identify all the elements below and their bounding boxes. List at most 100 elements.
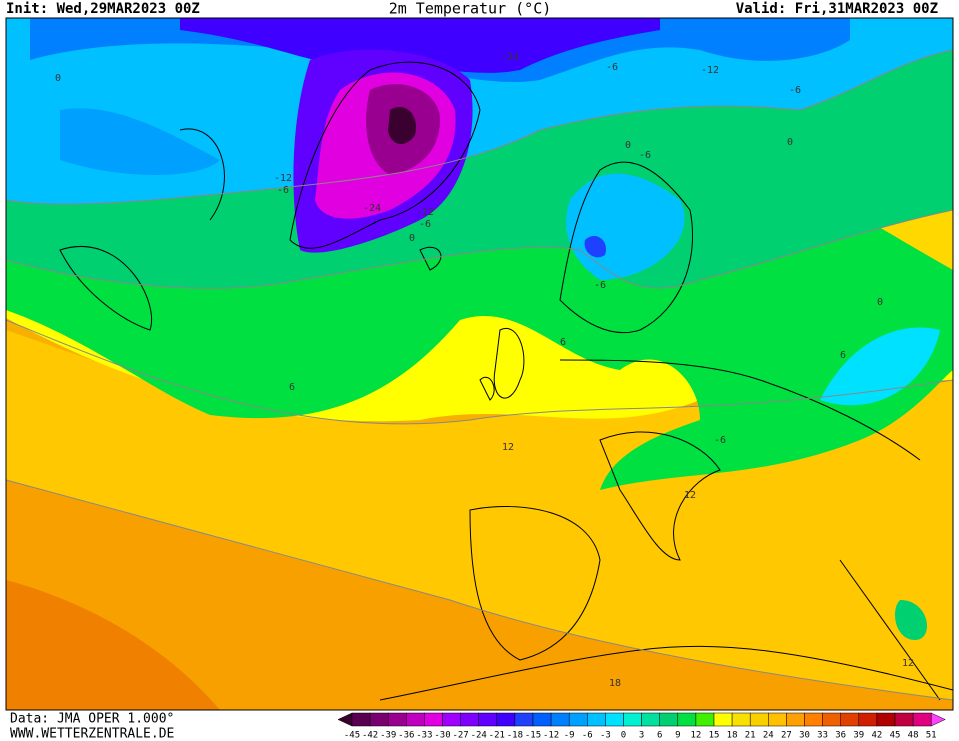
- contour-label: -12: [416, 207, 434, 218]
- contour-label: 12: [502, 442, 514, 453]
- contour-label: -12: [701, 65, 719, 76]
- legend-label: 42: [871, 731, 882, 741]
- legend-swatch: [894, 712, 914, 727]
- legend-swatch: [514, 712, 534, 727]
- legend-label: -3: [600, 731, 611, 741]
- legend-swatch: [641, 712, 660, 727]
- legend-swatch: [568, 712, 588, 727]
- valid-time: Valid: Fri,31MAR2023 00Z: [736, 1, 938, 17]
- contour-label: 6: [840, 350, 846, 361]
- legend-swatch: [659, 712, 679, 727]
- legend-label: 12: [690, 731, 701, 741]
- color-legend: -45 -42 -39 -36 -33 -30 -27 -24 -21 -18 -15 -12 -9 -6…: [337, 712, 946, 741]
- legend-swatch: [695, 712, 715, 727]
- contour-label: -6: [639, 150, 651, 161]
- legend-label: 9: [675, 731, 680, 741]
- legend-swatch: [768, 712, 787, 727]
- legend-label: 45: [890, 731, 901, 741]
- contour-label: -6: [594, 280, 606, 291]
- legend-label: 27: [781, 731, 792, 741]
- contour-label: -6: [419, 219, 431, 230]
- legend-label: -18: [507, 731, 523, 741]
- legend-swatch: [840, 712, 860, 727]
- map-title: 2m Temperatur (°C): [389, 0, 552, 18]
- legend-label: 48: [908, 731, 919, 741]
- contour-labels: 0-24-6 -12-60-12-6-24 -12-600-6-6606612121…: [55, 52, 914, 689]
- legend-swatch: [587, 712, 606, 727]
- legend-swatch: [912, 712, 932, 727]
- contour-label: 12: [684, 490, 696, 501]
- legend-swatch: [478, 712, 498, 727]
- legend-label: -9: [564, 731, 575, 741]
- contour-label: -24: [501, 52, 519, 63]
- legend-label: 33: [817, 731, 828, 741]
- website: WWW.WETTERZENTRALE.DE: [10, 727, 174, 741]
- legend-swatch: [442, 712, 461, 727]
- legend-swatch: [677, 712, 697, 727]
- map-frame: [5, 17, 954, 711]
- contour-label: -6: [277, 185, 289, 196]
- legend-label: 24: [763, 731, 774, 741]
- legend-label: -42: [362, 731, 378, 741]
- legend-swatch: [532, 712, 552, 727]
- contour-label: 18: [609, 678, 621, 689]
- legend-swatch: [786, 712, 805, 727]
- legend-swatch: [713, 712, 733, 727]
- contour-label: 6: [560, 337, 566, 348]
- legend-label: -21: [489, 731, 505, 741]
- legend-swatch: [406, 712, 425, 727]
- contour-label: 0: [877, 297, 883, 308]
- data-source: Data: JMA OPER 1.000°: [10, 712, 174, 727]
- legend-swatch: [822, 712, 841, 727]
- legend-swatch: [387, 712, 407, 727]
- contour-label: 6: [289, 382, 295, 393]
- legend-label: 6: [657, 731, 662, 741]
- legend-label: 0: [621, 731, 626, 741]
- legend-label: -45: [344, 731, 360, 741]
- init-time: Init: Wed,29MAR2023 00Z: [6, 1, 200, 17]
- contour-label: -6: [789, 85, 801, 96]
- legend-swatch: [876, 712, 896, 727]
- legend-label: 51: [926, 731, 937, 741]
- legend-label: -15: [525, 731, 541, 741]
- legend-swatch: [804, 712, 823, 727]
- legend-swatch: [369, 712, 389, 727]
- legend-label: 3: [639, 731, 644, 741]
- legend-label: -24: [471, 731, 487, 741]
- legend-label: -39: [380, 731, 396, 741]
- legend-swatch: [424, 712, 443, 727]
- legend-label: -12: [543, 731, 559, 741]
- legend-label: 15: [709, 731, 720, 741]
- legend-label: -6: [582, 731, 593, 741]
- legend-swatch: [550, 712, 570, 727]
- legend-label: -27: [452, 731, 468, 741]
- contour-label: 12: [902, 658, 914, 669]
- legend-label: 18: [727, 731, 738, 741]
- contour-label: 0: [787, 137, 793, 148]
- legend-label: 39: [853, 731, 864, 741]
- contour-label: -6: [714, 435, 726, 446]
- legend-swatch: [460, 712, 479, 727]
- legend-swatch: [858, 712, 878, 727]
- legend-label: -36: [398, 731, 414, 741]
- legend-swatch: [351, 712, 371, 727]
- legend-arrow: [930, 712, 946, 727]
- legend-swatch: [731, 712, 751, 727]
- contour-label: -24: [363, 203, 381, 214]
- contour-label: 0: [409, 233, 415, 244]
- legend-label: 30: [799, 731, 810, 741]
- legend-swatch: [749, 712, 769, 727]
- legend-swatch: [623, 712, 642, 727]
- legend-label: -33: [416, 731, 432, 741]
- map: [6, 18, 953, 710]
- legend-label: -30: [434, 731, 450, 741]
- legend-label: 21: [745, 731, 756, 741]
- legend-swatch: [496, 712, 516, 727]
- legend-swatch: [605, 712, 624, 727]
- contour-label: -12: [274, 173, 292, 184]
- contour-label: -6: [606, 62, 618, 73]
- contour-label: 0: [55, 73, 61, 84]
- legend-label: 36: [835, 731, 846, 741]
- contour-label: 0: [625, 140, 631, 151]
